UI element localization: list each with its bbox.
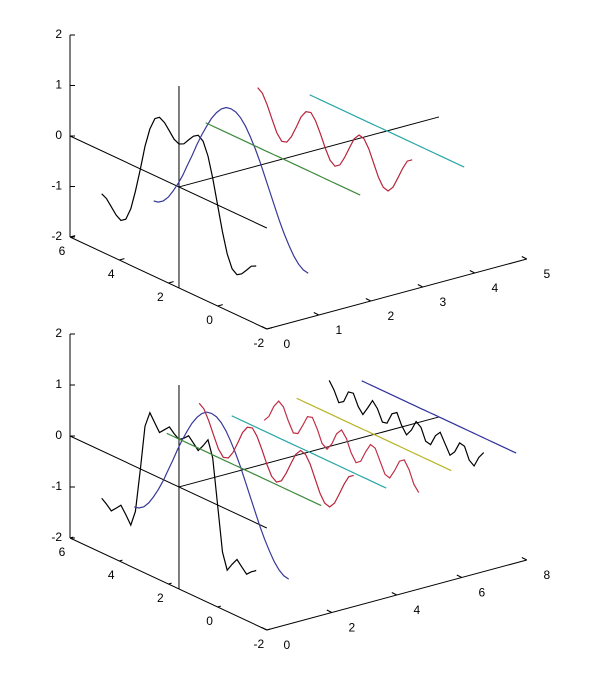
z-tick-label: 0 [55,128,62,142]
series-line [296,397,452,472]
zero-line [69,135,268,229]
x-tick-label: 4 [491,281,498,295]
y-tick-label: 2 [157,591,164,605]
series-line [231,415,387,489]
x-tick [261,627,268,631]
y-tick-label: 0 [206,313,213,327]
x-axis [266,258,527,330]
y-tick [168,582,172,585]
z-tick-label: 2 [55,326,62,340]
x-tick [417,284,424,288]
x-tick-label: 5 [543,267,550,281]
series-line [361,380,517,454]
x-tick-label: 8 [543,568,550,582]
y-tick [69,536,74,539]
x-tick-label: 1 [335,323,342,337]
z-tick-label: 0 [55,428,62,442]
x-tick [391,592,398,596]
x-tick [456,574,463,578]
series-line [257,87,413,192]
x-tick-label: 0 [283,638,290,652]
x-tick [365,298,372,302]
y-tick [266,327,273,330]
series-line [263,400,420,493]
x-tick [326,609,333,613]
z-tick-label: 2 [55,27,62,41]
zero-line [69,435,268,529]
x-tick [313,312,320,316]
series-line [153,106,309,274]
series-line [309,94,465,168]
y-tick-label: 0 [206,614,213,628]
y-tick [69,235,76,238]
y-tick-label: 6 [59,545,66,559]
x-direction-line [178,116,440,188]
y-tick [266,628,271,631]
y-tick [119,559,123,562]
x-tick-label: 3 [439,295,446,309]
x-tick-label: 0 [283,337,290,351]
z-tick-label: 1 [55,78,62,92]
z-tick-label: -1 [51,479,62,493]
z-tick-label: 1 [55,377,62,391]
series-line [205,122,361,196]
y-tick-label: 2 [157,290,164,304]
x-tick [469,270,476,274]
x-tick-label: 2 [387,309,394,323]
series-line [166,432,322,507]
x-tick [261,326,268,330]
x-tick-label: 6 [478,586,485,600]
y-tick-label: 6 [59,244,66,258]
y-tick [217,304,223,307]
x-tick [521,557,528,561]
y-tick-label: -2 [253,336,264,350]
y-tick [119,258,125,261]
z-tick-label: -2 [51,229,62,243]
y-tick-label: -2 [253,637,264,651]
y-tick-label: 4 [108,568,115,582]
series-line [134,411,290,580]
x-tick [521,256,528,260]
series-line [198,402,354,508]
series-line [101,116,257,276]
y-tick-label: 4 [108,267,115,281]
series-line [328,380,485,468]
y-tick [168,281,174,284]
x-tick-label: 4 [413,603,420,617]
x-tick-label: 2 [348,621,355,635]
z-tick-label: -2 [51,530,62,544]
z-tick-label: -1 [51,179,62,193]
y-tick [217,605,221,608]
